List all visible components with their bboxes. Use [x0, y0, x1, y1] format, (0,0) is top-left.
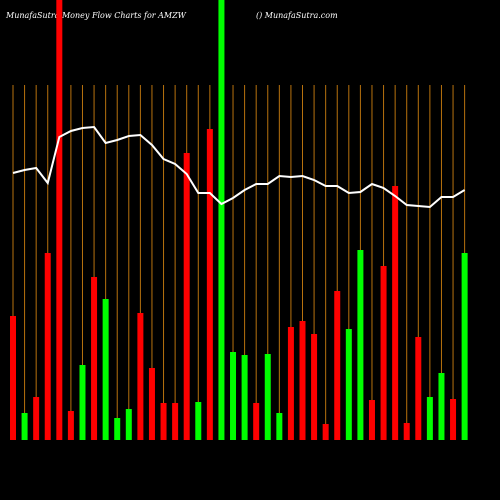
bar	[114, 418, 121, 440]
bar	[276, 413, 283, 440]
bar	[33, 397, 40, 440]
bar	[44, 253, 51, 440]
bar	[206, 129, 213, 440]
bar	[461, 253, 468, 440]
bar	[160, 403, 167, 440]
chart-title: MunafaSutra Money Flow Charts for AMZW	[5, 11, 187, 20]
bar	[241, 355, 248, 440]
bar	[345, 329, 352, 440]
bar	[218, 0, 225, 440]
bar	[21, 413, 28, 440]
bar	[102, 299, 109, 440]
bar	[195, 402, 202, 440]
bar	[148, 368, 155, 440]
bar	[438, 373, 445, 440]
bar	[91, 277, 98, 440]
bar	[183, 153, 190, 440]
bar	[264, 354, 271, 440]
flow-line	[12, 125, 466, 209]
bar	[311, 334, 318, 440]
chart-subtitle: () MunafaSutra.com	[256, 11, 338, 20]
bar	[67, 411, 74, 440]
bar	[392, 186, 399, 440]
bar	[137, 313, 144, 440]
bar	[299, 321, 306, 440]
bar	[403, 423, 410, 440]
bar	[322, 424, 329, 440]
bar	[380, 266, 387, 440]
bar	[415, 337, 422, 440]
bar	[287, 327, 294, 440]
bar	[426, 397, 433, 440]
bar	[450, 399, 457, 440]
bar	[230, 352, 237, 440]
bar	[172, 403, 179, 440]
bar	[357, 250, 364, 440]
bar	[56, 0, 63, 440]
bar	[10, 316, 16, 440]
bar	[334, 291, 341, 440]
bar	[253, 403, 260, 440]
bar	[125, 409, 132, 440]
bar	[368, 400, 375, 440]
bar	[79, 365, 86, 440]
